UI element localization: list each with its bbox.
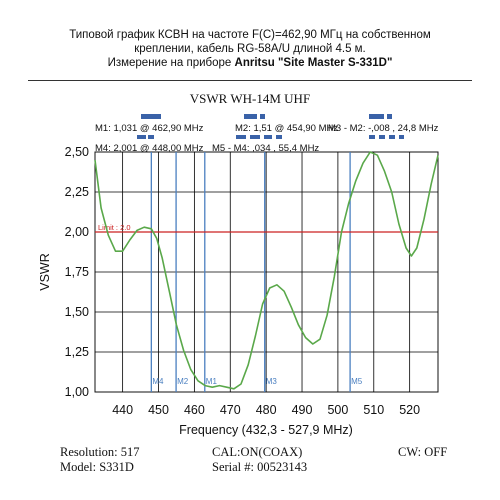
- y-axis-label: VSWR: [38, 253, 52, 291]
- series-group: [94, 151, 439, 390]
- marker-indicator-bar-9: [276, 135, 282, 139]
- marker-readout-3: M3 - M2: -,008 , 24,8 MHz: [328, 123, 439, 134]
- marker-indicator-bar-11: [379, 135, 385, 139]
- resolution-label: Resolution: 517: [60, 445, 140, 459]
- x-tick-label-7: 510: [363, 403, 384, 417]
- marker-indicator-bar-5: [387, 114, 392, 119]
- marker-readout-4: M4: 2,001 @ 448,00 MHz: [95, 143, 204, 154]
- marker-label-m2: M2: [177, 377, 189, 386]
- caption-line-3: Измерение на приборе Anritsu "Site Maste…: [20, 56, 480, 70]
- y-tick-label-5: 2,25: [65, 185, 89, 199]
- x-axis-label: Frequency (432,3 - 527,9 MHz): [179, 423, 353, 437]
- model-label: Model: S331D: [60, 460, 134, 474]
- caption-line-2: креплении, кабель RG-58A/U длиной 4.5 м.: [134, 43, 366, 55]
- marker-indicator-bar-15: [148, 135, 154, 139]
- x-tick-label-2: 460: [184, 403, 205, 417]
- marker-indicator-bar-7: [250, 135, 260, 139]
- y-tick-label-6: 2,50: [65, 145, 89, 159]
- cw-label: CW: OFF: [398, 445, 448, 459]
- marker-label-m4: M4: [152, 377, 164, 386]
- serial-label: Serial #: 00523143: [212, 460, 308, 474]
- chart-title: VSWR WH-14M UHF: [190, 91, 310, 106]
- y-tick-label-1: 1,25: [65, 345, 89, 359]
- marker-indicator-bar-8: [264, 135, 272, 139]
- y-tick-label-0: 1,00: [65, 385, 89, 399]
- x-tick-labels: 440 450 460 470 480 490 500 510 520: [112, 403, 420, 417]
- marker-indicator-bar-10: [369, 135, 375, 139]
- marker-readouts: M1: 1,031 @ 462,90 MHz M2: 1,51 @ 454,90 …: [95, 123, 439, 154]
- x-tick-label-5: 490: [292, 403, 313, 417]
- marker-indicator-bar-4: [369, 114, 384, 119]
- caption-line-3-instrument: Anritsu "Site Master S-331D": [234, 57, 393, 69]
- marker-indicator-bar-13: [399, 135, 404, 139]
- marker-indicator-bar-3: [260, 114, 265, 119]
- marker-indicator-bar-1: [141, 114, 161, 119]
- y-tick-labels: 1,00 1,25 1,50 1,75 2,00 2,25 2,50: [65, 145, 89, 399]
- marker-label-m5: M5: [351, 377, 363, 386]
- marker-label-m3: M3: [266, 377, 278, 386]
- caption-line-1: Типовой график КСВН на частоте F(C)=462,…: [69, 29, 431, 41]
- limit-line-label: Limit : 2.0: [98, 223, 131, 232]
- y-tick-label-2: 1,50: [65, 305, 89, 319]
- calibration-label: CAL:ON(COAX): [212, 445, 303, 459]
- limit-line-group: Limit : 2.0: [95, 223, 438, 233]
- x-tick-label-3: 470: [220, 403, 241, 417]
- marker-label-m1: M1: [206, 377, 218, 386]
- caption: Типовой график КСВН на частоте F(C)=462,…: [20, 28, 480, 70]
- x-tick-label-1: 450: [148, 403, 169, 417]
- marker-indicator-bar-14: [137, 135, 146, 139]
- marker-indicator-bar-12: [389, 135, 395, 139]
- marker-readout-1: M1: 1,031 @ 462,90 MHz: [95, 123, 204, 134]
- caption-line-3-prefix: Измерение на приборе: [107, 57, 235, 69]
- marker-bars: [137, 114, 404, 139]
- marker-indicator-bar-2: [244, 114, 257, 119]
- marker-lines: M1 M2 M3 M4 M5: [150, 152, 363, 392]
- y-tick-label-3: 1,75: [65, 265, 89, 279]
- marker-readout-2: M2: 1,51 @ 454,90 MHz: [235, 123, 338, 134]
- marker-indicator-bar-6: [236, 135, 246, 139]
- marker-readout-5: M5 - M4: ,034 , 55,4 MHz: [212, 143, 319, 154]
- vswr-series-line-0: [94, 151, 439, 390]
- x-tick-label-8: 520: [399, 403, 420, 417]
- x-tick-label-6: 500: [327, 403, 348, 417]
- y-tick-label-4: 2,00: [65, 225, 89, 239]
- caption-divider: [28, 80, 472, 81]
- x-tick-label-4: 480: [256, 403, 277, 417]
- x-tick-label-0: 440: [112, 403, 133, 417]
